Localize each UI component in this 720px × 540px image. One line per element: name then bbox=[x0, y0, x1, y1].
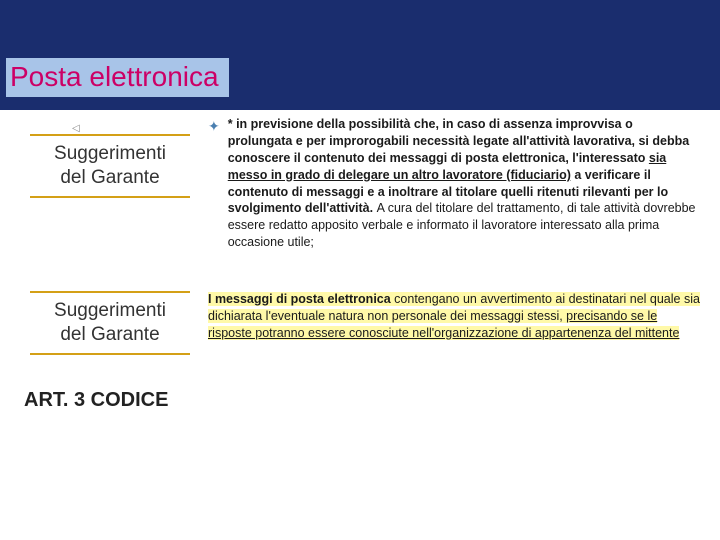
block-1-text: * in previsione della possibilità che, i… bbox=[228, 116, 700, 251]
block-1-right: ✦ * in previsione della possibilità che,… bbox=[200, 116, 720, 251]
block-2-text: I messaggi di posta elettronica contenga… bbox=[208, 291, 700, 342]
block-3: ART. 3 CODICE bbox=[0, 383, 720, 418]
block-2-right: I messaggi di posta elettronica contenga… bbox=[200, 291, 720, 342]
article-label: ART. 3 CODICE bbox=[24, 383, 204, 418]
suggestion-box-1-line2: del Garante bbox=[60, 167, 159, 188]
block-2-left: Suggerimenti del Garante bbox=[0, 291, 200, 355]
b1-pre: * bbox=[228, 117, 236, 131]
b1-bold1: in previsione della possibilità che, in … bbox=[228, 117, 689, 165]
block-1-left: ◁ Suggerimenti del Garante bbox=[0, 116, 200, 198]
suggestion-box-2-line1: Suggerimenti bbox=[54, 300, 166, 321]
slide-title: Posta elettronica bbox=[6, 58, 229, 97]
suggestion-box-2: Suggerimenti del Garante bbox=[30, 291, 190, 355]
bullet-icon: ✦ bbox=[208, 118, 220, 135]
block-1: ◁ Suggerimenti del Garante ✦ * in previs… bbox=[0, 116, 720, 251]
note-mark-icon: ◁ bbox=[72, 123, 80, 134]
suggestion-box-1-line1: Suggerimenti bbox=[54, 143, 166, 164]
suggestion-box-1: Suggerimenti del Garante bbox=[30, 134, 190, 198]
content-area: ◁ Suggerimenti del Garante ✦ * in previs… bbox=[0, 116, 720, 418]
header-band: Posta elettronica bbox=[0, 0, 720, 110]
suggestion-box-2-line2: del Garante bbox=[60, 324, 159, 345]
block-2: Suggerimenti del Garante I messaggi di p… bbox=[0, 291, 720, 355]
b2-bold1: I messaggi di posta elettronica bbox=[208, 292, 394, 306]
